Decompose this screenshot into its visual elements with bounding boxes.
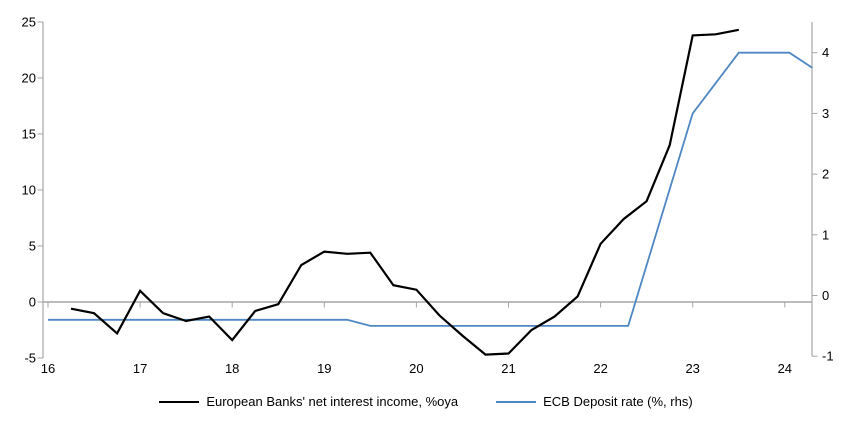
nii-line-swatch-icon: [159, 400, 200, 403]
y-axis-left-tick-label: 20: [22, 71, 36, 86]
x-axis-tick-label: 19: [317, 361, 331, 376]
y-axis-left-tick-label: 10: [22, 183, 36, 198]
legend-item-ecb-deposit-rate: ECB Deposit rate (%, rhs): [496, 394, 693, 409]
y-axis-right-tick-label: 3: [822, 106, 829, 121]
x-axis-tick-label: 24: [778, 361, 792, 376]
y-axis-left-tick-label: 15: [22, 127, 36, 142]
x-axis-tick-label: 17: [133, 361, 147, 376]
y-axis-right-tick-label: -1: [822, 349, 834, 364]
ecb-deposit-rate-line: [48, 51, 813, 327]
legend-item-net-interest-income: European Banks' net interest income, %oy…: [159, 394, 458, 409]
chart-legend: European Banks' net interest income, %oy…: [0, 394, 852, 409]
x-axis-tick-label: 20: [409, 361, 423, 376]
ecb-line-swatch-icon: [496, 400, 537, 403]
y-axis-left-tick-label: 0: [29, 295, 36, 310]
x-axis-tick-label: 21: [501, 361, 515, 376]
y-axis-right-tick-label: 0: [822, 288, 829, 303]
x-axis-tick-label: 23: [685, 361, 699, 376]
y-axis-right-tick-label: 2: [822, 167, 829, 182]
x-axis-tick-label: 18: [225, 361, 239, 376]
net-interest-income-line: [70, 28, 740, 356]
y-axis-left-tick-label: -5: [24, 351, 36, 366]
y-axis-left-tick-label: 25: [22, 15, 36, 30]
legend-label-ecb-deposit-rate: ECB Deposit rate (%, rhs): [543, 394, 693, 409]
y-axis-left-tick-label: 5: [29, 239, 36, 254]
y-axis-right-tick-label: 4: [822, 45, 829, 60]
y-axis-right-tick-label: 1: [822, 227, 829, 242]
x-axis-tick-label: 22: [593, 361, 607, 376]
x-axis-tick-label: 16: [41, 361, 55, 376]
legend-label-net-interest-income: European Banks' net interest income, %oy…: [206, 394, 459, 409]
